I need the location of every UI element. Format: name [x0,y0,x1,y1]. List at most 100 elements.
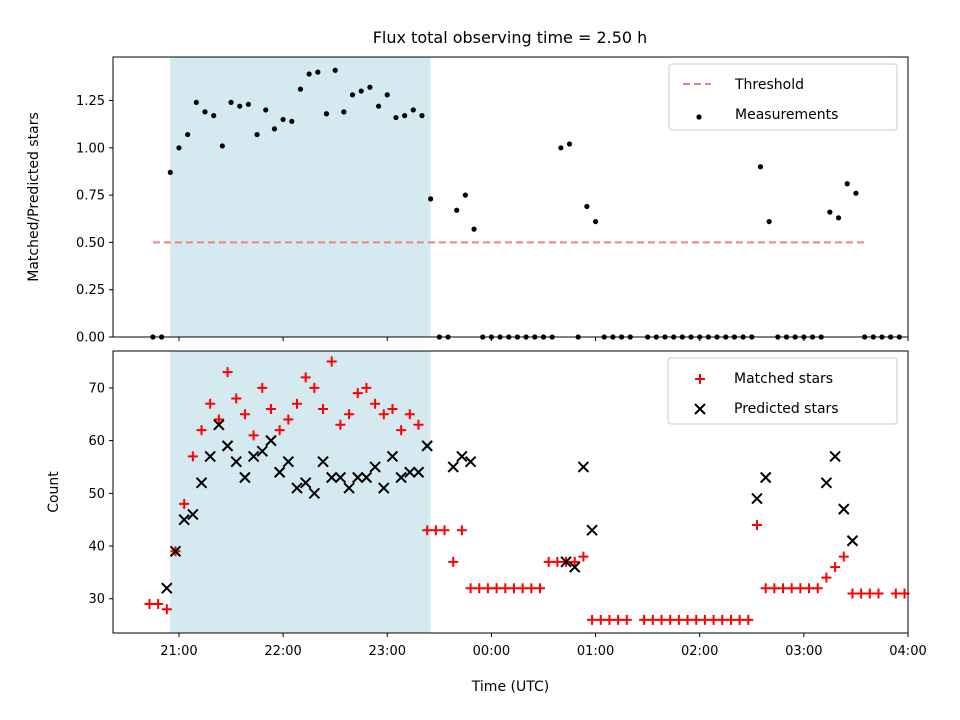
matched-star-point [526,583,537,594]
predicted-star-point [239,471,251,484]
x-tick-label: 22:00 [264,644,301,659]
y-axis-label: Matched/Predicted stars [26,112,42,282]
x-tick-label: 00:00 [473,644,510,659]
matched-star-point [413,419,424,430]
legend-frame [667,357,898,425]
y-tick-label: 0.75 [76,189,105,204]
measurement-point [280,116,286,123]
measurement-point [219,143,225,149]
matched-star-point [587,614,598,625]
matched-star-point [404,409,415,420]
legend-predicted-swatch [694,403,706,415]
measurement-point [297,86,304,92]
matched-star-point [743,614,754,625]
predicted-star-point [829,450,841,463]
matched-star-point [430,525,441,536]
predicted-star-point [360,471,373,484]
predicted-star-point [221,440,234,452]
matched-star-point [595,614,606,625]
measurement-point [332,67,338,73]
matched-star-point [847,588,858,599]
predicted-star-point [820,477,833,489]
x-tick-label: 21:00 [160,644,197,659]
predicted-star-point [265,434,277,447]
legend-entry-label: Threshold [734,77,804,93]
matched-star-point [361,382,372,393]
measurement-point [202,109,208,115]
matched-star-point [196,425,207,436]
predicted-star-point [317,455,329,468]
matched-star-point [769,583,780,594]
matched-star-point [318,403,329,414]
legend-measurement-swatch [696,114,702,120]
matched-star-point [613,614,624,625]
x-tick-label: 03:00 [785,644,822,659]
y-tick-label: 0.00 [76,331,105,346]
measurement-point [410,107,416,113]
matched-star-point [291,398,302,409]
matched-star-point [500,583,511,594]
measurement-point [384,92,390,98]
matched-star-point [474,583,485,594]
x-tick-label: 23:00 [369,644,406,659]
matched-star-point [508,583,519,594]
legend-matched-swatch [695,374,705,384]
axes-frame [112,56,909,338]
measurement-point [454,207,460,213]
matched-star-point [569,556,580,567]
measurement-point [263,107,269,113]
matched-star-point [335,419,346,430]
y-tick-label: 1.25 [76,94,105,109]
matched-star-point [682,614,693,625]
measurement-point [358,88,364,94]
matched-star-point [734,614,745,625]
measurement-point [254,131,260,138]
measurement-point [185,131,191,138]
measurement-point [827,209,833,215]
matched-star-point [804,583,815,594]
y-tick-label: 0.25 [76,283,105,298]
legend-frame [668,63,898,131]
matched-star-point [205,398,216,409]
matched-star-point [352,388,363,399]
measurement-point [245,101,251,107]
matched-star-point [213,414,224,425]
matched-star-point [786,583,797,594]
matched-star-point [647,614,658,625]
matched-star-point [621,614,632,625]
measurement-point [566,141,573,147]
measurement-point [271,126,278,132]
predicted-star-point [195,477,208,489]
chart-title: Flux total observing time = 2.50 h [373,28,648,47]
predicted-star-point [447,461,459,473]
measurement-point [766,218,772,225]
predicted-star-point [378,482,390,494]
matched-star-point [465,583,476,594]
matched-star-point [873,588,884,599]
y-tick-label: 40 [88,540,105,555]
matched-star-point [370,398,381,409]
matched-star-point [222,367,233,378]
matched-star-point [248,430,259,441]
legend-entry-label: Measurements [735,107,838,123]
matched-star-point [239,409,250,420]
measurement-point [584,203,590,210]
matched-star-point [422,525,433,536]
predicted-star-point [586,524,598,536]
measurement-point [341,109,347,115]
matched-star-point [300,372,311,383]
measurement-point [167,169,173,176]
x-axis-label: Time (UTC) [471,679,549,695]
legend: Threshold Measurements [668,63,898,131]
matched-star-point [344,409,355,420]
measurement-point [193,99,199,106]
matched-star-point [326,356,337,367]
y-tick-label: 50 [88,487,105,502]
matched-star-point [161,604,172,615]
matched-star-point [387,403,398,414]
star-count-panel: 21:00 22:00 23:00 00:00 01:00 02:00 03:00 04:00… [46,350,927,695]
predicted-star-point [456,450,468,463]
x-tick-label: 04:00 [889,644,926,659]
predicted-star-point [230,455,242,468]
measurement-point [228,99,234,106]
